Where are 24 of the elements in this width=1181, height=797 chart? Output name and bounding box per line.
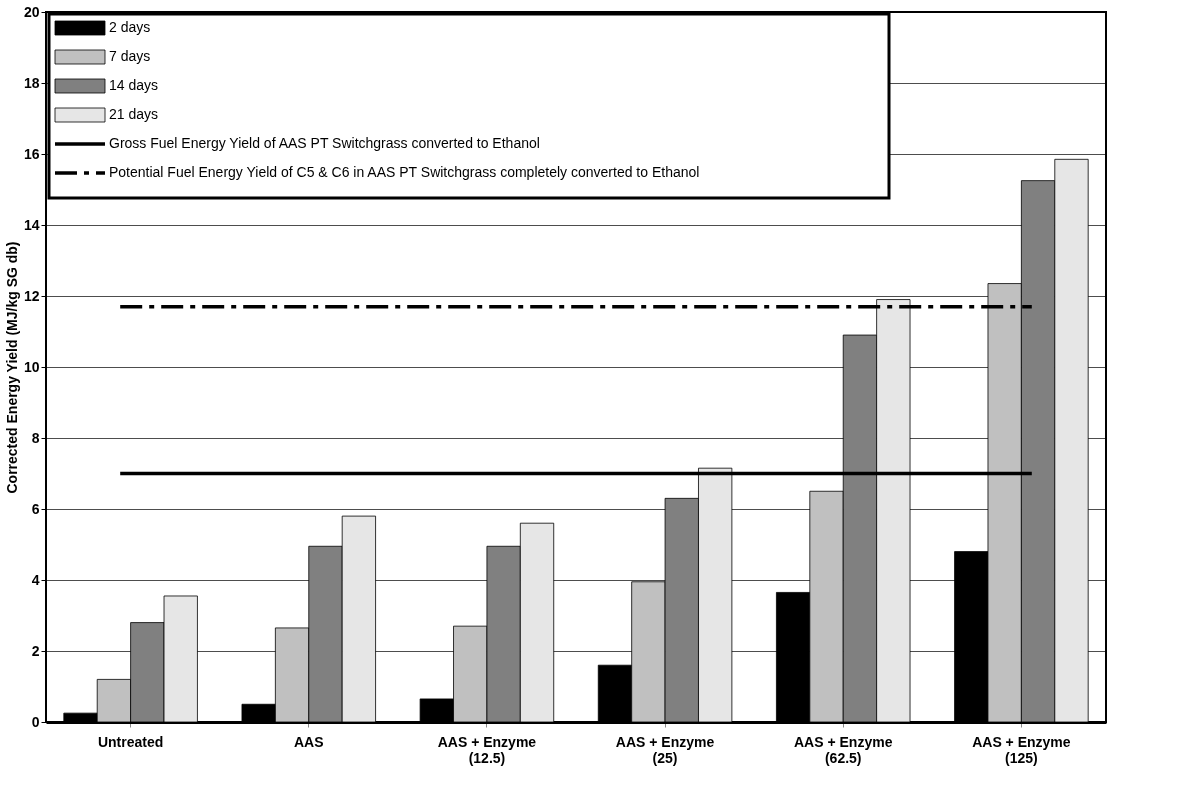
legend-label: Potential Fuel Energy Yield of C5 & C6 in AAS PT Switchgrass completely converted to Ethanol [109, 164, 700, 180]
y-tick-label: 16 [23, 145, 40, 162]
y-tick-label: 8 [31, 429, 40, 446]
y-tick-label: 2 [31, 642, 40, 659]
x-tick-label: AAS + Enzyme (125) [972, 733, 1071, 766]
legend-label: 7 days [109, 48, 151, 64]
y-tick-label: 10 [23, 358, 40, 375]
x-tick-label: AAS + Enzyme (62.5) [794, 733, 893, 766]
y-tick-label: 18 [23, 74, 40, 91]
y-tick-label: 4 [31, 571, 40, 588]
y-axis-title: Corrected Energy Yield (MJ/kg SG db) [3, 241, 20, 494]
y-tick-label: 14 [23, 216, 40, 233]
legend-label: 14 days [109, 77, 159, 93]
y-tick-label: 20 [23, 3, 40, 20]
y-tick-label: 12 [23, 287, 40, 304]
x-tick-label: Untreated [97, 733, 164, 750]
x-tick-label: AAS + Enzyme (12.5) [437, 733, 537, 766]
y-tick-label: 6 [31, 500, 40, 517]
legend-label: 2 days [109, 19, 151, 35]
x-tick-label: AAS + Enzyme (25) [615, 733, 715, 766]
y-tick-label: 0 [31, 713, 40, 730]
x-tick-label: AAS [293, 733, 324, 750]
legend-label: Gross Fuel Energy Yield of AAS PT Switchgrass converted to Ethanol [109, 135, 540, 151]
legend-label: 21 days [109, 106, 159, 122]
